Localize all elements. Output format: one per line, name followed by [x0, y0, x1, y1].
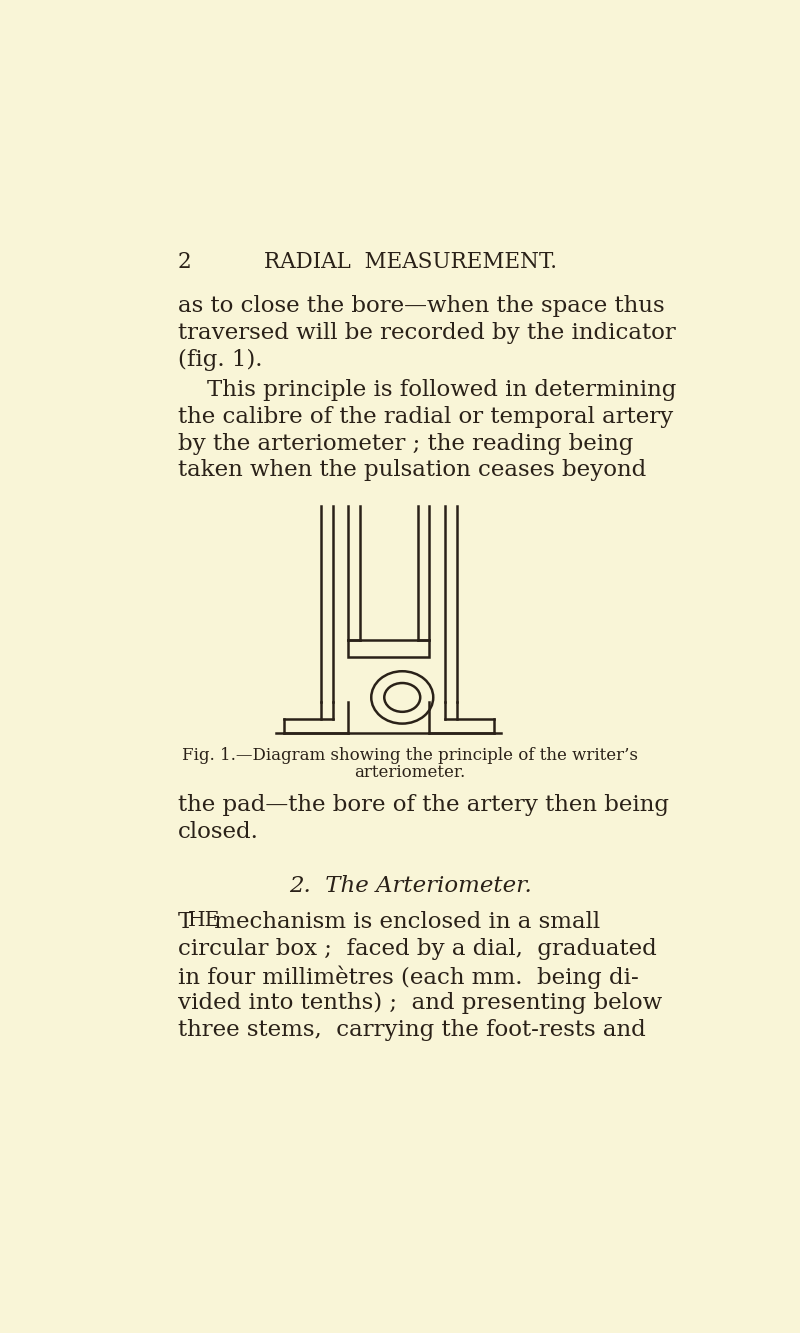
Text: This principle is followed in determining: This principle is followed in determinin…: [178, 379, 676, 401]
Text: arteriometer.: arteriometer.: [354, 764, 466, 781]
Text: RADIAL  MEASUREMENT.: RADIAL MEASUREMENT.: [263, 251, 557, 273]
Text: HE: HE: [187, 912, 220, 930]
Text: (fig. 1).: (fig. 1).: [178, 349, 262, 371]
Text: as to close the bore—when the space thus: as to close the bore—when the space thus: [178, 295, 664, 317]
Text: the pad—the bore of the artery then being: the pad—the bore of the artery then bein…: [178, 794, 669, 816]
Bar: [348, 640, 430, 657]
Text: T: T: [178, 912, 193, 933]
Text: three stems,  carrying the foot-rests and: three stems, carrying the foot-rests and: [178, 1020, 646, 1041]
Text: by the arteriometer ; the reading being: by the arteriometer ; the reading being: [178, 432, 633, 455]
Text: closed.: closed.: [178, 821, 258, 844]
Text: circular box ;  faced by a dial,  graduated: circular box ; faced by a dial, graduate…: [178, 938, 656, 961]
Text: taken when the pulsation ceases beyond: taken when the pulsation ceases beyond: [178, 460, 646, 481]
Text: 2: 2: [178, 251, 191, 273]
Text: Fig. 1.—Diagram showing the principle of the writer’s: Fig. 1.—Diagram showing the principle of…: [182, 746, 638, 764]
Text: vided into tenths) ;  and presenting below: vided into tenths) ; and presenting belo…: [178, 992, 662, 1014]
Text: mechanism is enclosed in a small: mechanism is enclosed in a small: [207, 912, 600, 933]
Text: traversed will be recorded by the indicator: traversed will be recorded by the indica…: [178, 321, 675, 344]
Text: in four millimètres (each mm.  being di-: in four millimètres (each mm. being di-: [178, 965, 638, 989]
Text: the calibre of the radial or temporal artery: the calibre of the radial or temporal ar…: [178, 405, 673, 428]
Text: 2.  The Arteriometer.: 2. The Arteriometer.: [289, 876, 531, 897]
